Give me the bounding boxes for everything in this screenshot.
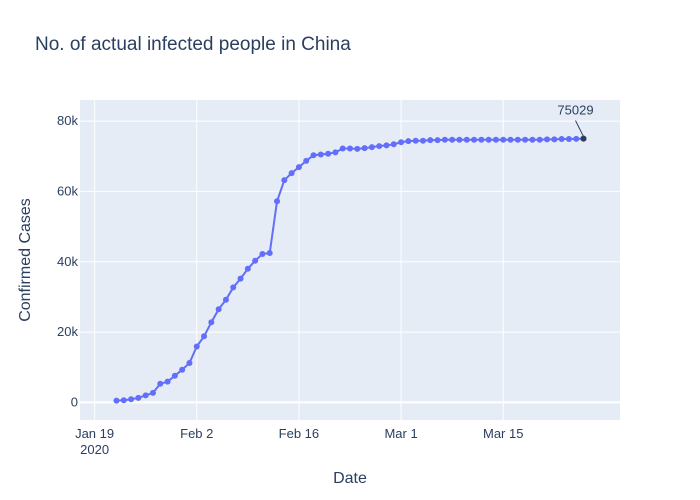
series-layer	[113, 135, 587, 404]
data-point	[427, 137, 434, 144]
data-point	[171, 372, 178, 379]
y-tick-label: 0	[71, 394, 78, 409]
data-point	[573, 135, 580, 142]
data-point	[565, 136, 572, 143]
data-point	[412, 137, 419, 144]
data-point	[113, 397, 120, 404]
x-tick-label: Mar 1	[384, 426, 417, 441]
data-point	[193, 343, 200, 350]
data-point	[274, 198, 281, 205]
data-point	[529, 136, 536, 143]
y-tick-label: 20k	[57, 324, 78, 339]
data-point	[478, 136, 485, 143]
data-point	[317, 151, 324, 158]
annotation-label: 75029	[557, 103, 593, 118]
grid	[80, 100, 620, 420]
data-point	[259, 251, 266, 258]
annotation-point	[580, 135, 587, 142]
data-point	[164, 378, 171, 385]
x-axis-title: Date	[333, 470, 367, 487]
data-point	[522, 136, 529, 143]
x-tick-label: Feb 2	[180, 426, 213, 441]
data-point	[354, 145, 361, 152]
data-point	[558, 136, 565, 143]
data-point	[332, 149, 339, 156]
data-point	[281, 177, 288, 184]
data-point	[463, 136, 470, 143]
data-point	[325, 150, 332, 157]
data-point	[492, 136, 499, 143]
annotation-arrow	[575, 120, 584, 137]
data-point	[266, 249, 273, 256]
data-point	[551, 136, 558, 143]
data-point	[179, 366, 186, 373]
data-point	[128, 396, 135, 403]
data-point	[456, 136, 463, 143]
data-point	[157, 380, 164, 387]
data-point	[514, 136, 521, 143]
data-point	[310, 152, 317, 159]
data-point	[339, 145, 346, 152]
data-point	[361, 145, 368, 152]
x-tick-label: Mar 15	[483, 426, 523, 441]
data-point	[120, 397, 127, 404]
data-point	[252, 257, 259, 264]
y-tick-label: 60k	[57, 183, 78, 198]
data-point	[485, 136, 492, 143]
data-point	[449, 136, 456, 143]
data-point	[471, 136, 478, 143]
data-point	[383, 142, 390, 149]
y-axis-title: Confirmed Cases	[17, 198, 34, 322]
y-tick-label: 40k	[57, 254, 78, 269]
chart-title: No. of actual infected people in China	[35, 34, 351, 55]
data-point	[288, 170, 295, 177]
data-point	[244, 265, 251, 272]
data-point	[500, 136, 507, 143]
data-point	[201, 333, 208, 340]
data-point	[237, 275, 244, 282]
data-point	[405, 138, 412, 145]
y-tick-label: 80k	[57, 113, 78, 128]
data-point	[544, 136, 551, 143]
data-point	[230, 284, 237, 291]
data-point	[347, 145, 353, 152]
x-tick-label: Feb 16	[279, 426, 319, 441]
y-axis: 0 20k 40k 60k 80k	[57, 113, 78, 409]
data-point	[507, 136, 514, 143]
data-point	[215, 306, 222, 313]
data-point	[390, 141, 397, 148]
data-point	[135, 394, 142, 401]
annotations: 75029	[557, 103, 594, 142]
data-point	[368, 144, 375, 151]
x-tick-label: Jan 19	[75, 426, 114, 441]
data-point	[434, 137, 441, 144]
data-point	[536, 136, 543, 143]
data-point	[398, 139, 405, 146]
data-point	[441, 136, 448, 143]
data-point	[376, 143, 383, 150]
data-point	[186, 360, 193, 367]
data-point	[222, 296, 229, 303]
data-point	[208, 319, 215, 326]
data-point	[149, 389, 156, 396]
plot-area	[80, 100, 620, 420]
data-point	[419, 137, 426, 144]
data-point	[142, 392, 149, 399]
x-tick-sublabel: 2020	[80, 442, 109, 457]
data-point	[303, 157, 310, 164]
data-point	[295, 164, 302, 171]
